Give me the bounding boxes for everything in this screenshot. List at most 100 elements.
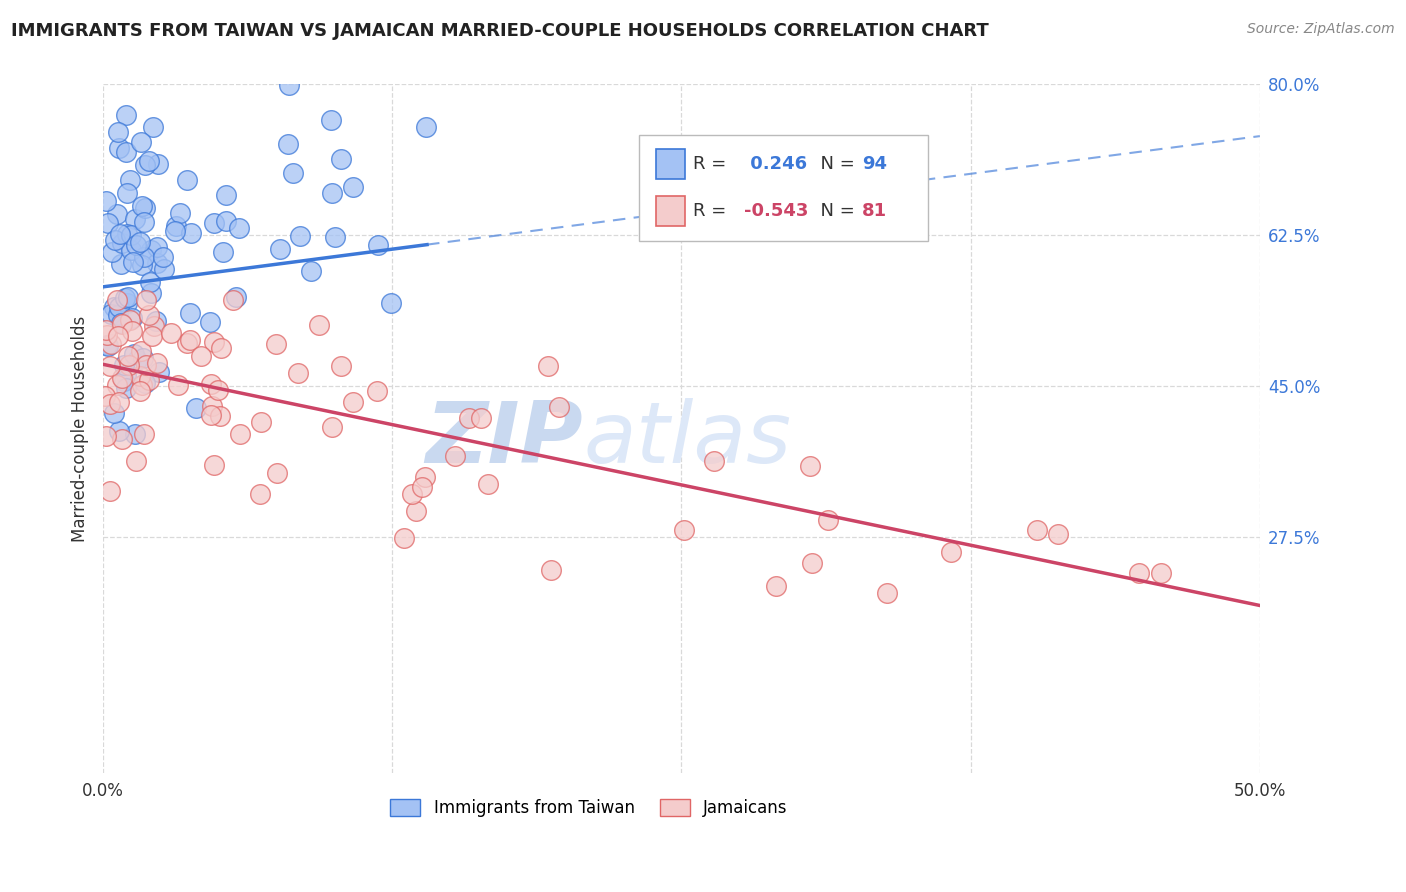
Text: ZIP: ZIP — [426, 398, 583, 481]
Point — [308, 318, 330, 333]
Point — [277, 78, 299, 93]
Point — [118, 359, 141, 373]
Point — [134, 202, 156, 216]
Point — [129, 136, 152, 150]
Point — [342, 179, 364, 194]
Point — [477, 476, 499, 491]
Point — [96, 429, 118, 443]
Point — [108, 395, 131, 409]
Point — [876, 585, 898, 599]
Point — [134, 158, 156, 172]
Point — [115, 295, 138, 310]
Point — [269, 242, 291, 256]
Point — [405, 504, 427, 518]
Point — [801, 556, 824, 570]
Point — [209, 342, 232, 356]
Point — [138, 309, 160, 323]
Point — [215, 188, 238, 202]
Point — [228, 221, 250, 235]
Point — [138, 373, 160, 387]
Point — [141, 244, 163, 258]
Point — [201, 399, 224, 413]
Text: IMMIGRANTS FROM TAIWAN VS JAMAICAN MARRIED-COUPLE HOUSEHOLDS CORRELATION CHART: IMMIGRANTS FROM TAIWAN VS JAMAICAN MARRI… — [11, 22, 988, 40]
Point — [179, 306, 201, 320]
Point — [392, 60, 415, 74]
Point — [250, 415, 273, 429]
Point — [94, 194, 117, 209]
Point — [104, 233, 127, 247]
Point — [939, 544, 962, 558]
Point — [1025, 523, 1047, 537]
Text: atlas: atlas — [583, 398, 792, 481]
Point — [229, 427, 252, 442]
Point — [115, 381, 138, 395]
Point — [108, 227, 131, 241]
Point — [458, 411, 481, 425]
Point — [100, 307, 122, 321]
Point — [98, 397, 121, 411]
Point — [703, 454, 725, 468]
Point — [548, 400, 571, 414]
Point — [124, 212, 146, 227]
Point — [299, 264, 322, 278]
Point — [215, 214, 238, 228]
Text: Source: ZipAtlas.com: Source: ZipAtlas.com — [1247, 22, 1395, 37]
Point — [169, 205, 191, 219]
Point — [366, 384, 388, 398]
Point — [129, 369, 152, 384]
Point — [110, 257, 132, 271]
Point — [165, 225, 187, 239]
Point — [190, 349, 212, 363]
Point — [121, 311, 143, 326]
Text: 0.246: 0.246 — [744, 155, 807, 173]
Point — [180, 226, 202, 240]
Point — [277, 136, 299, 151]
Point — [131, 258, 153, 272]
Point — [202, 216, 225, 230]
Point — [207, 383, 229, 397]
Point — [249, 487, 271, 501]
Point — [142, 120, 165, 135]
Point — [170, 60, 193, 74]
Point — [256, 60, 278, 74]
Point — [129, 343, 152, 358]
Point — [817, 513, 839, 527]
Point — [367, 238, 389, 252]
Point — [111, 371, 134, 385]
Point — [115, 227, 138, 242]
Point — [108, 425, 131, 439]
Point — [672, 523, 695, 537]
Point — [120, 227, 142, 242]
Point — [176, 173, 198, 187]
Point — [200, 377, 222, 392]
Point — [290, 228, 312, 243]
Text: R =: R = — [693, 202, 727, 220]
Text: 94: 94 — [862, 155, 887, 173]
Point — [103, 406, 125, 420]
Point — [111, 235, 134, 250]
Point — [132, 215, 155, 229]
Point — [112, 359, 135, 373]
Point — [204, 334, 226, 349]
Point — [145, 314, 167, 328]
Point — [100, 244, 122, 259]
Point — [342, 395, 364, 409]
Point — [380, 295, 402, 310]
Point — [167, 377, 190, 392]
Point — [198, 314, 221, 328]
Point — [111, 433, 134, 447]
Point — [145, 239, 167, 253]
Point — [139, 275, 162, 289]
Point — [1128, 566, 1150, 580]
Point — [148, 365, 170, 379]
Text: R =: R = — [693, 155, 733, 173]
Point — [537, 359, 560, 374]
Point — [176, 336, 198, 351]
Point — [1149, 566, 1171, 581]
Text: -0.543: -0.543 — [744, 202, 808, 220]
Point — [540, 563, 562, 577]
Point — [110, 317, 132, 331]
Point — [287, 366, 309, 380]
Point — [128, 235, 150, 249]
Point — [97, 339, 120, 353]
